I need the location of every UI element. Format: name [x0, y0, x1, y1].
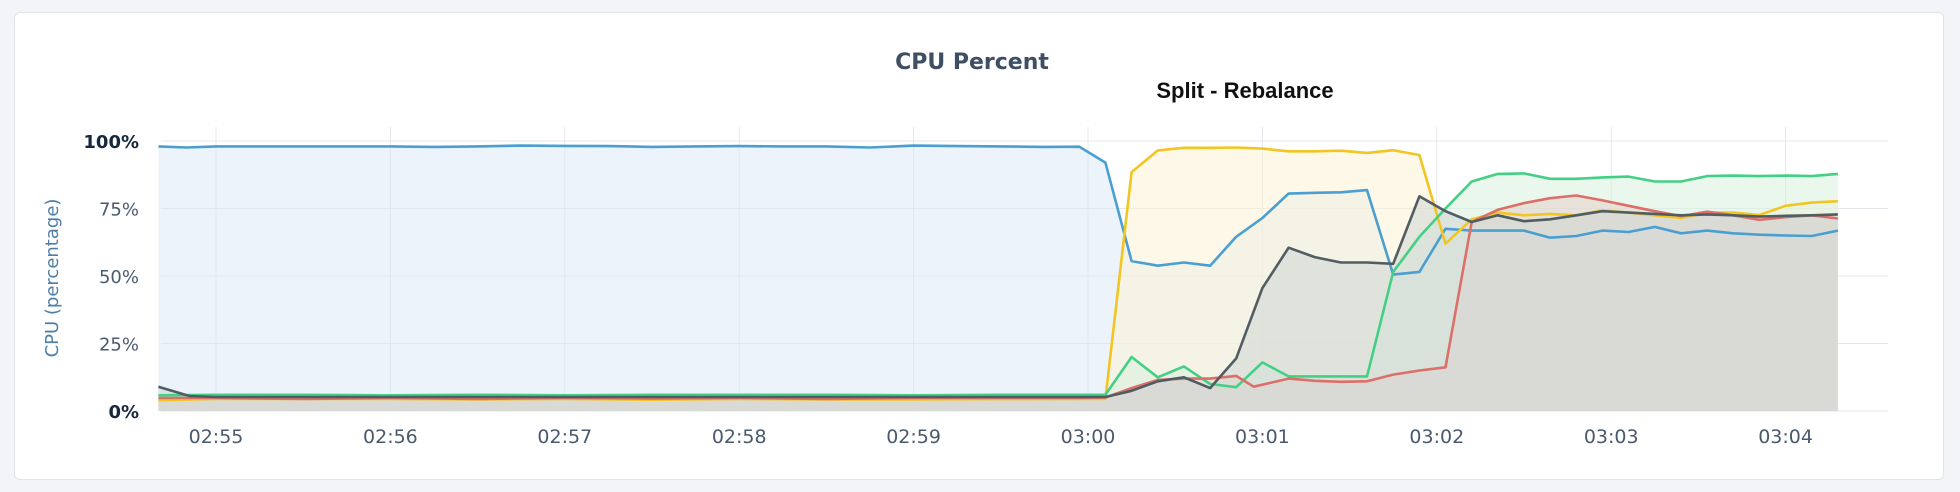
x-tick-label: 02:58 — [712, 426, 767, 448]
x-tick-label: 02:59 — [886, 426, 941, 448]
x-tick-label: 02:56 — [363, 426, 418, 448]
y-tick-label: 100% — [83, 132, 139, 153]
series-lines — [158, 144, 1839, 402]
y-tick-label: 75% — [99, 200, 139, 221]
x-tick-label: 03:03 — [1584, 426, 1639, 448]
x-tick-label: 03:00 — [1061, 426, 1116, 448]
x-tick-label: 03:04 — [1758, 426, 1813, 448]
chart-subtitle: Split - Rebalance — [1156, 78, 1333, 103]
chart-panel: CPU Percent Split - Rebalance 100% 75% 50%… — [14, 12, 1944, 480]
y-tick-label: 0% — [108, 402, 139, 423]
y-tick-label: 25% — [99, 335, 139, 356]
x-tick-label: 02:57 — [537, 426, 592, 448]
x-tick-label: 03:02 — [1409, 426, 1464, 448]
x-axis: 02:55 02:56 02:57 02:58 02:59 03:00 03:01 03:02… — [189, 426, 1813, 448]
series-line-3 — [158, 172, 1839, 397]
y-axis-label: CPU (percentage) — [42, 199, 63, 358]
series-area-5 — [158, 196, 1838, 411]
cpu-percent-chart: CPU Percent Split - Rebalance 100% 75% 50%… — [42, 50, 1888, 448]
chart-title: CPU Percent — [895, 50, 1049, 75]
y-axis: 100% 75% 50% 25% 0% — [83, 132, 139, 423]
series-line-5 — [158, 195, 1838, 399]
series-line-1 — [158, 144, 1839, 276]
x-tick-label: 02:55 — [189, 426, 244, 448]
x-tick-label: 03:01 — [1235, 426, 1290, 448]
series-areas — [158, 145, 1838, 411]
y-tick-label: 50% — [99, 267, 139, 288]
